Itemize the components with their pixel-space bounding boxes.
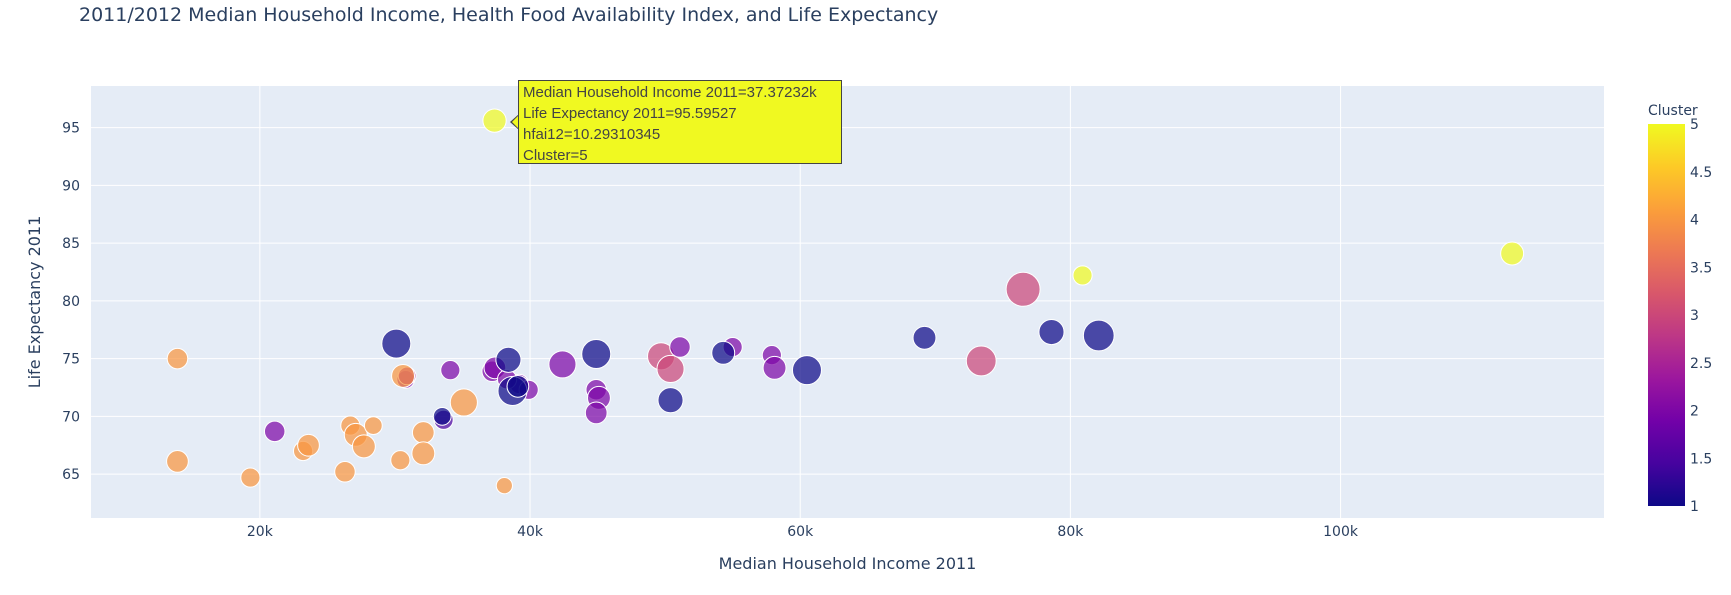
- scatter-point[interactable]: [656, 354, 685, 384]
- scatter-point[interactable]: [263, 420, 286, 443]
- scatter-point[interactable]: [482, 108, 507, 133]
- colorbar-tick-label: 3: [1690, 308, 1699, 324]
- scatter-point[interactable]: [1038, 318, 1065, 346]
- tooltip-line-income: Median Household Income 2011=37.37232k: [523, 84, 817, 101]
- scatter-point[interactable]: [669, 336, 691, 358]
- scatter-point[interactable]: [1082, 319, 1115, 352]
- colorbar-tick-label: 2: [1690, 404, 1699, 420]
- y-tick-label: 95: [62, 121, 80, 137]
- colorbar-tick-label: 1.5: [1690, 451, 1712, 467]
- y-tick-label: 70: [62, 409, 80, 425]
- scatter-point[interactable]: [657, 387, 684, 414]
- scatter-point[interactable]: [390, 450, 411, 471]
- scatter-point[interactable]: [391, 363, 416, 388]
- plot-area[interactable]: [91, 86, 1604, 518]
- x-tick-label: 20k: [247, 524, 274, 540]
- y-tick-label: 90: [62, 178, 80, 194]
- tooltip-line-cluster: Cluster=5: [523, 147, 588, 164]
- scatter-point[interactable]: [1005, 271, 1041, 307]
- colorbar-title: Cluster: [1648, 103, 1698, 119]
- hover-tooltip: Median Household Income 2011=37.37232k L…: [518, 80, 842, 164]
- scatter-point[interactable]: [506, 374, 530, 398]
- scatter-point[interactable]: [912, 325, 937, 350]
- scatter-point[interactable]: [411, 441, 436, 466]
- scatter-point[interactable]: [711, 340, 736, 365]
- colorbar-tick-label: 1: [1690, 499, 1699, 515]
- scatter-point[interactable]: [791, 355, 822, 386]
- x-tick-label: 60k: [787, 524, 814, 540]
- colorbar-tick-label: 3.5: [1690, 260, 1712, 276]
- tooltip-line-life-expectancy: Life Expectancy 2011=95.59527: [523, 105, 737, 122]
- chart-title: 2011/2012 Median Household Income, Healt…: [79, 4, 939, 26]
- scatter-point[interactable]: [965, 345, 997, 377]
- scatter-point[interactable]: [440, 360, 461, 381]
- scatter-point[interactable]: [584, 401, 608, 425]
- scatter-point[interactable]: [297, 433, 320, 457]
- scatter-point[interactable]: [1072, 265, 1093, 286]
- scatter-point[interactable]: [449, 388, 478, 417]
- scatter-point[interactable]: [363, 416, 383, 435]
- colorbar-gradient: [1648, 124, 1685, 506]
- scatter-point[interactable]: [495, 346, 522, 373]
- x-tick-label: 100k: [1323, 524, 1359, 540]
- colorbar-tick-label: 2.5: [1690, 356, 1712, 372]
- scatter-point[interactable]: [166, 450, 189, 473]
- scatter-point[interactable]: [1500, 241, 1525, 266]
- scatter-point[interactable]: [351, 434, 376, 459]
- scatter-point[interactable]: [495, 477, 513, 495]
- y-tick-label: 75: [62, 352, 80, 368]
- colorbar-tick-label: 4.5: [1690, 165, 1712, 181]
- scatter-point[interactable]: [381, 328, 412, 359]
- y-axis-title: Life Expectancy 2011: [25, 216, 44, 389]
- scatter-point[interactable]: [762, 355, 787, 380]
- x-tick-label: 40k: [517, 524, 544, 540]
- scatter-point[interactable]: [548, 350, 577, 379]
- scatter-point[interactable]: [411, 421, 435, 444]
- tooltip-pointer-fill: [512, 115, 519, 129]
- x-tick-label: 80k: [1057, 524, 1084, 540]
- x-axis-title: Median Household Income 2011: [719, 554, 977, 573]
- colorbar-tick-label: 4: [1690, 213, 1699, 229]
- colorbar-tick-label: 5: [1690, 117, 1699, 133]
- colorbar: Cluster 1 1.5 2 2.5 3 3.5 4 4.5 5: [1648, 103, 1712, 515]
- scatter-point[interactable]: [240, 467, 261, 488]
- y-tick-label: 85: [62, 236, 80, 252]
- scatter-point[interactable]: [432, 406, 452, 426]
- scatter-point[interactable]: [334, 461, 356, 483]
- scatter-point[interactable]: [166, 347, 189, 370]
- y-tick-label: 65: [62, 467, 80, 483]
- y-tick-label: 80: [62, 294, 80, 310]
- scatter-point[interactable]: [581, 338, 612, 369]
- tooltip-line-hfai: hfai12=10.29310345: [523, 126, 661, 143]
